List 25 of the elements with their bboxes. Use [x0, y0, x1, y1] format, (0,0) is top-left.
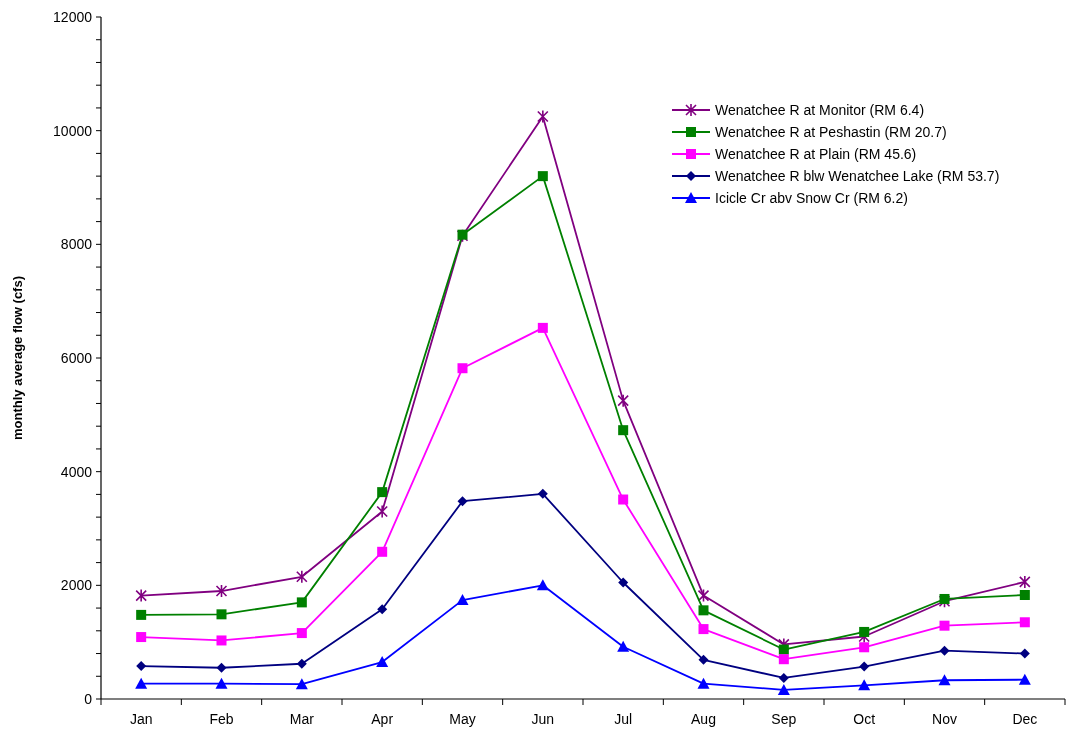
legend-label: Wenatchee R blw Wenatchee Lake (RM 53.7)	[715, 167, 1000, 184]
x-tick-label: May	[449, 711, 476, 727]
y-tick-label: 2000	[60, 577, 93, 594]
y-axis-title: monthly average flow (cfs)	[10, 276, 25, 440]
x-tick-label: Jun	[531, 711, 555, 727]
y-tick-label: 8000	[60, 236, 93, 253]
y-tick-label: 12000	[53, 8, 93, 25]
x-tick-label: Sep	[771, 711, 797, 727]
legend-label: Wenatchee R at Peshastin (RM 20.7)	[715, 123, 947, 140]
x-tick-label: Jan	[129, 711, 153, 727]
x-tick-label: Apr	[371, 711, 394, 727]
legend-label: Icicle Cr abv Snow Cr (RM 6.2)	[715, 189, 908, 206]
x-tick-label: Mar	[289, 711, 315, 727]
x-tick-label: Feb	[209, 711, 234, 727]
x-tick-label: Aug	[691, 711, 716, 727]
y-tick-label: 10000	[53, 122, 93, 139]
x-tick-label: Dec	[1012, 711, 1038, 727]
x-tick-label: Oct	[853, 711, 876, 727]
y-tick-label: 0	[84, 690, 93, 707]
y-tick-label: 4000	[60, 463, 93, 480]
legend-label: Wenatchee R at Monitor (RM 6.4)	[715, 101, 925, 118]
y-tick-label: 6000	[60, 349, 93, 366]
x-tick-label: Nov	[932, 711, 957, 727]
x-tick-label: Jul	[614, 711, 633, 727]
legend-label: Wenatchee R at Plain (RM 45.6)	[715, 145, 917, 162]
